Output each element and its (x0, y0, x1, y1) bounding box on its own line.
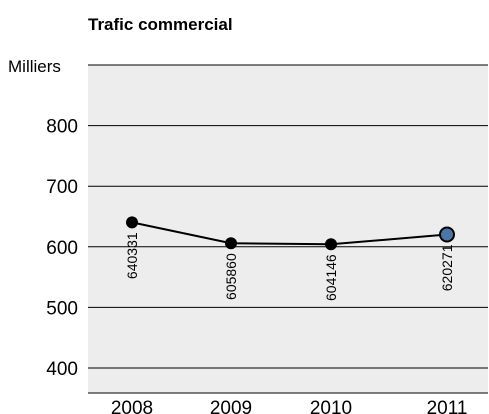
y-tick-label-400: 400 (46, 359, 78, 380)
x-tick-label-2011: 2011 (427, 398, 468, 414)
x-tick-label-2010: 2010 (310, 398, 352, 414)
data-point-2010 (325, 238, 337, 251)
data-markers (126, 216, 455, 251)
data-label-2010: 604146 (323, 254, 339, 301)
data-label-2011: 620271 (439, 244, 455, 291)
y-tick-label-700: 700 (46, 177, 78, 198)
data-label-2008: 640331 (124, 232, 140, 279)
data-labels: 640331 605860 604146 620271 (124, 232, 455, 301)
data-label-2009: 605860 (223, 253, 239, 300)
x-tick-label-2008: 2008 (111, 398, 153, 414)
series-line (131, 221, 448, 246)
chart-title: Trafic commercial (88, 15, 233, 34)
data-point-2009 (225, 237, 237, 250)
data-point-2011 (439, 226, 455, 243)
gridlines (88, 64, 488, 394)
data-point-2008 (126, 216, 138, 229)
plot-background (88, 65, 488, 393)
x-axis-ticks: 2008 2009 2010 2011 (111, 398, 468, 414)
y-axis-unit-label: Milliers (8, 57, 61, 76)
x-tick-label-2009: 2009 (210, 398, 252, 414)
y-tick-label-600: 600 (46, 238, 78, 259)
y-tick-label-500: 500 (46, 298, 78, 319)
y-tick-label-800: 800 (46, 117, 78, 138)
y-axis-ticks: 400 500 600 700 800 (46, 117, 78, 380)
